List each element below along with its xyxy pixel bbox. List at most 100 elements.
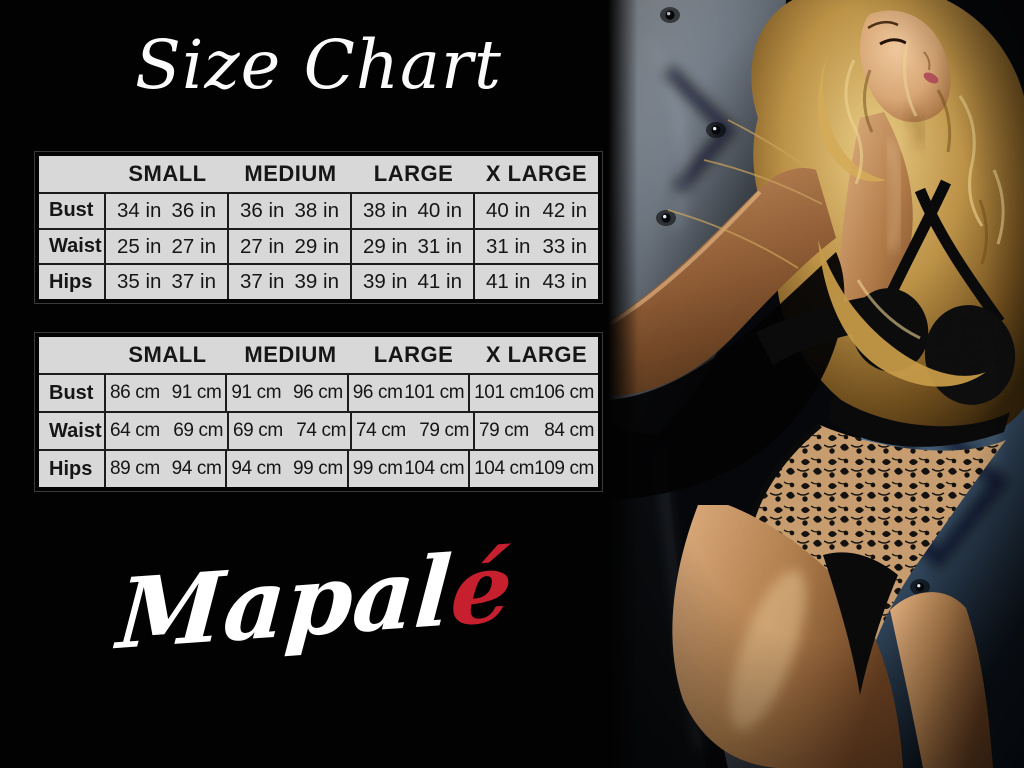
size-value: 38 in: [363, 198, 408, 222]
size-range-cell: 27 in 29 in: [229, 229, 352, 264]
size-value: 79 cm: [479, 420, 529, 441]
measurement-label: Waist: [39, 229, 106, 264]
size-range-cell: 96 cm 101 cm: [349, 375, 471, 411]
size-value: 41 in: [417, 270, 462, 294]
size-value: 41 in: [486, 270, 531, 294]
size-value: 91 cm: [171, 382, 222, 403]
size-range-cell: 101 cm 106 cm: [470, 375, 598, 411]
size-value: 96 cm: [352, 382, 403, 403]
measurement-label: Bust: [39, 194, 106, 228]
measurement-label: Hips: [39, 451, 106, 487]
size-value: 86 cm: [110, 382, 160, 403]
size-value: 39 in: [363, 270, 408, 294]
size-value: 96 cm: [293, 382, 343, 403]
size-range-cell: 41 in 43 in: [475, 265, 598, 299]
size-value: 40 in: [486, 198, 531, 222]
measurement-row: Waist 64 cm 69 cm 69 cm 74 cm 74 cm 79 cm 79 cm…: [39, 411, 598, 449]
size-range-cell: 104 cm 109 cm: [470, 451, 598, 487]
size-value: 109 cm: [534, 458, 594, 479]
size-table-centimeters: SMALL MEDIUM LARGE X LARGE Bust 86 cm 91 cm 91 …: [35, 333, 602, 491]
size-value: 43 in: [542, 270, 587, 294]
size-value: 101 cm: [404, 382, 465, 403]
size-value: 74 cm: [356, 420, 406, 441]
size-value: 99 cm: [352, 458, 403, 479]
size-range-cell: 35 in 37 in: [106, 265, 229, 300]
size-range-cell: 34 in 36 in: [106, 194, 229, 228]
size-range-cell: 79 cm 84 cm: [475, 413, 598, 449]
model-photo: [608, 0, 1024, 768]
size-value: 101 cm: [474, 382, 535, 403]
size-value: 84 cm: [544, 420, 594, 441]
size-range-cell: 29 in 31 in: [352, 229, 475, 264]
measurement-row: Bust 86 cm 91 cm 91 cm 96 cm 96 cm 101 cm 101 c…: [39, 373, 598, 411]
size-value: 27 in: [171, 234, 216, 258]
measurement-label: Waist: [39, 413, 106, 449]
size-value: 34 in: [117, 198, 162, 222]
brand-name-accent: é: [447, 529, 517, 648]
size-value: 69 cm: [173, 420, 223, 441]
measurement-row: Waist 25 in 27 in 27 in 29 in 29 in 31 in 31 in…: [39, 227, 598, 264]
size-column-header: MEDIUM: [244, 342, 337, 367]
size-value: 89 cm: [110, 458, 160, 479]
brand-logo: MapaléLINGERIE: [97, 529, 533, 672]
size-range-cell: 40 in 42 in: [475, 194, 598, 228]
size-column-header: SMALL: [128, 342, 207, 367]
size-value: 39 in: [294, 270, 339, 294]
size-range-cell: 64 cm 69 cm: [106, 413, 229, 449]
table-header-row: SMALL MEDIUM LARGE X LARGE: [39, 156, 598, 192]
size-value: 38 in: [294, 198, 339, 222]
size-value: 36 in: [171, 198, 216, 222]
vignette: [608, 0, 1024, 768]
size-value: 69 cm: [233, 420, 283, 441]
measurement-row: Hips 89 cm 94 cm 94 cm 99 cm 99 cm 104 cm 104 c…: [39, 449, 598, 487]
size-value: 35 in: [117, 270, 162, 294]
size-range-cell: 74 cm 79 cm: [352, 413, 475, 449]
size-range-cell: 39 in 41 in: [352, 265, 475, 300]
measurement-label: Hips: [39, 265, 106, 300]
size-range-cell: 25 in 27 in: [106, 229, 229, 264]
measurement-row: Hips 35 in 37 in 37 in 39 in 39 in 41 in 41 in 4…: [39, 263, 598, 300]
measurement-label: Bust: [39, 375, 106, 411]
page-title: Size Chart: [135, 26, 502, 104]
size-range-cell: 31 in 33 in: [475, 230, 598, 264]
table-corner-cell: [39, 337, 106, 373]
size-column-header: LARGE: [373, 342, 454, 367]
table-corner-cell: [39, 156, 106, 192]
size-value: 94 cm: [231, 458, 282, 479]
size-value: 42 in: [542, 198, 587, 222]
size-value: 94 cm: [171, 458, 222, 479]
size-range-cell: 94 cm 99 cm: [227, 451, 349, 487]
size-value: 79 cm: [419, 420, 469, 441]
size-value: 31 in: [417, 234, 462, 258]
size-value: 29 in: [294, 234, 339, 258]
size-value: 33 in: [542, 234, 587, 258]
size-value: 25 in: [117, 234, 162, 258]
size-range-cell: 91 cm 96 cm: [227, 375, 349, 411]
size-column-header: MEDIUM: [244, 161, 337, 186]
size-range-cell: 86 cm 91 cm: [106, 375, 228, 411]
info-panel: Size Chart SMALL MEDIUM LARGE X LARGE Bust 34…: [35, 26, 602, 672]
size-value: 29 in: [363, 234, 408, 258]
size-range-cell: 38 in 40 in: [352, 194, 475, 228]
brand-name: Mapal: [113, 534, 456, 672]
size-value: 36 in: [240, 198, 285, 222]
size-value: 27 in: [240, 234, 285, 258]
size-table-inches: SMALL MEDIUM LARGE X LARGE Bust 34 in 36 in 36 …: [35, 152, 602, 303]
measurement-row: Bust 34 in 36 in 36 in 38 in 38 in 40 in 40 in 4…: [39, 192, 598, 228]
size-range-cell: 37 in 39 in: [229, 265, 352, 300]
size-value: 99 cm: [293, 458, 343, 479]
size-column-header: LARGE: [373, 161, 454, 186]
size-value: 106 cm: [534, 382, 594, 403]
size-value: 37 in: [240, 270, 285, 294]
table-header-row: SMALL MEDIUM LARGE X LARGE: [39, 337, 598, 373]
size-value: 40 in: [417, 198, 462, 222]
size-value: 31 in: [486, 234, 531, 258]
size-column-header: SMALL: [128, 161, 207, 186]
size-range-cell: 89 cm 94 cm: [106, 451, 228, 487]
size-value: 37 in: [171, 270, 216, 294]
size-value: 74 cm: [296, 420, 346, 441]
size-value: 64 cm: [110, 420, 160, 441]
size-range-cell: 36 in 38 in: [229, 194, 352, 228]
size-range-cell: 99 cm 104 cm: [349, 451, 471, 487]
